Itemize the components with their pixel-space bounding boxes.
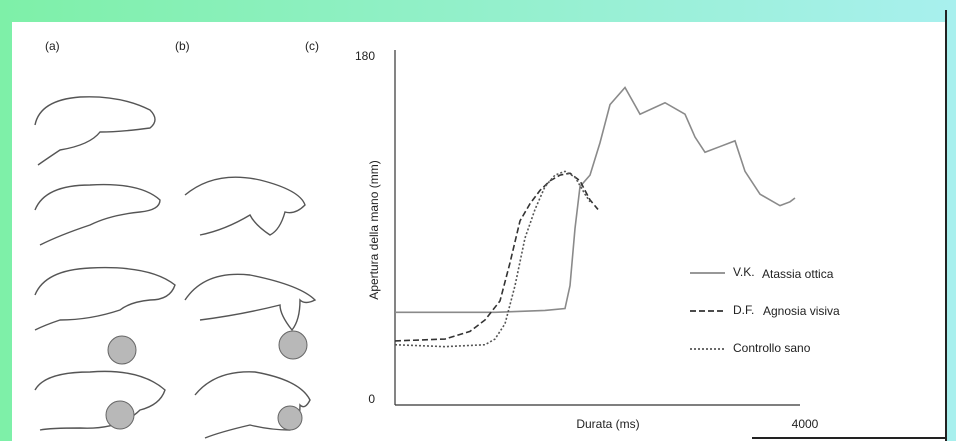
legend-label: Controllo sano: [733, 341, 811, 355]
page: (a) (b) (c) 0 180 4000 Durata (ms) Apertura …: [0, 0, 956, 441]
y-tick-label: 180: [355, 49, 375, 63]
panel-label: (b): [175, 39, 190, 53]
slide: (a) (b) (c) 0 180 4000 Durata (ms) Apertura …: [0, 0, 956, 441]
x-axis-label: Durata (ms): [576, 417, 639, 431]
y-tick-label: 0: [368, 392, 375, 406]
annotation: Agnosia visiva: [763, 304, 840, 318]
panel-label: (c): [305, 39, 319, 53]
figure-panel: [12, 22, 945, 441]
legend-label: V.K.: [733, 265, 755, 279]
y-axis-label: Apertura della mano (mm): [367, 160, 381, 299]
x-tick-label: 4000: [792, 417, 819, 431]
panel-label: (a): [45, 39, 60, 53]
annotation: Atassia ottica: [762, 267, 834, 281]
legend-label: D.F.: [733, 303, 754, 317]
